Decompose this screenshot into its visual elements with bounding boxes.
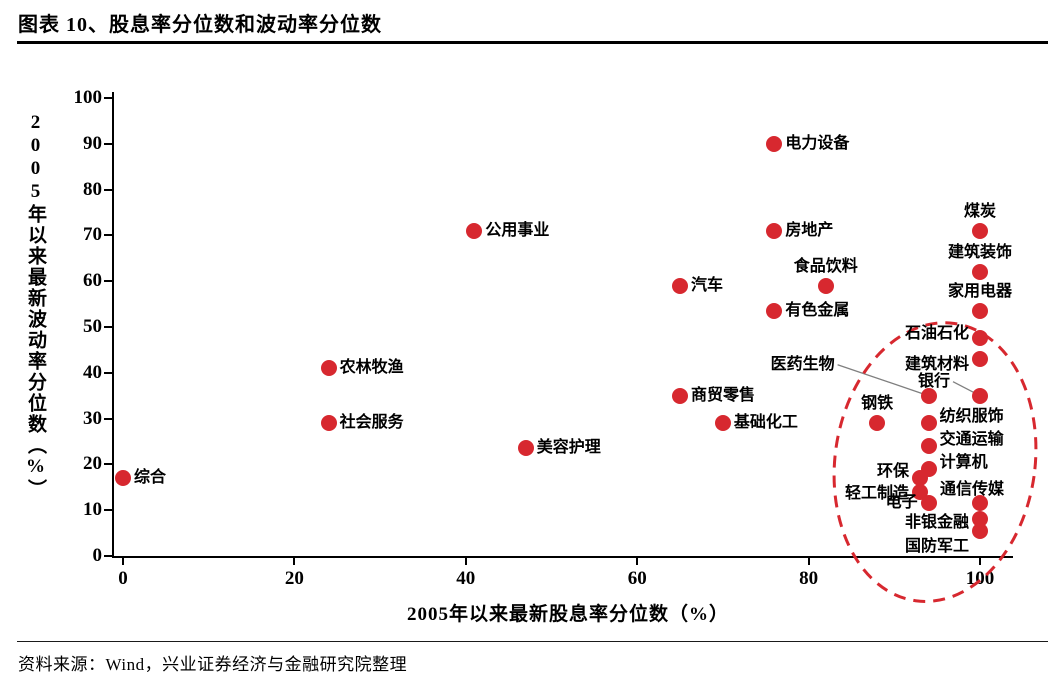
y-tick-mark [104,371,112,374]
data-point-label: 石油石化 [904,325,969,343]
data-point-label: 非银金融 [904,514,969,532]
source-note: 资料来源：Wind，兴业证券经济与金融研究院整理 [18,655,408,674]
data-point-dot [920,415,937,432]
data-point-dot [972,264,988,281]
x-tick-mark [807,558,810,565]
y-tick-label: 80 [83,178,102,200]
data-point-dot [766,135,783,152]
y-tick-label: 50 [83,316,102,337]
data-point-label: 有色金属 [785,301,850,319]
data-point-label: 通信传媒 [939,481,1005,499]
y-tick-label: 30 [83,407,102,429]
data-point-label: 汽车 [691,276,724,294]
chart-title: 图表 10、股息率分位数和波动率分位数 [18,14,382,36]
y-tick-label: 0 [92,545,103,566]
data-point-dot [817,277,834,294]
data-point-label: 美容护理 [536,439,601,457]
data-point-label: 公用事业 [485,221,550,239]
data-point-label: 钢铁 [861,395,894,413]
data-point-label: 社会服务 [339,414,404,432]
data-point-label: 建筑材料 [904,356,969,374]
y-tick-mark [104,326,112,328]
data-point-dot [920,438,937,455]
data-point-dot [972,522,988,539]
y-tick-mark [104,280,112,283]
data-point-label: 医药生物 [770,355,835,373]
y-tick-mark [104,417,112,420]
data-point-dot [869,415,886,432]
data-point-label: 环保 [877,463,910,481]
data-point-dot [672,277,689,294]
data-point-label: 计算机 [939,453,988,471]
data-point-dot [320,415,337,432]
y-tick-mark [104,142,112,145]
y-axis-line [112,92,114,558]
y-tick-label: 60 [83,270,102,292]
y-tick-label: 20 [83,453,102,475]
x-axis-line [112,556,1013,558]
data-point-label: 电子 [885,494,918,512]
data-point-dot [714,415,731,432]
data-point-dot [766,222,783,239]
x-tick-mark [979,558,981,565]
y-tick-mark [104,97,112,99]
title-rule [17,41,1048,44]
x-tick-label: 0 [118,568,128,589]
x-tick-label: 20 [284,568,304,589]
x-tick-mark [122,558,124,565]
y-tick-mark [104,555,112,557]
y-tick-label: 10 [83,499,102,521]
data-point-dot [466,222,483,239]
x-axis-title: 2005年以来最新股息率分位数（%） [406,604,729,625]
x-tick-mark [293,558,296,565]
data-point-label: 电力设备 [785,134,850,152]
data-point-dot [115,470,131,487]
x-tick-label: 60 [627,568,647,589]
x-tick-label: 40 [456,568,476,589]
y-tick-mark [104,188,112,191]
data-point-label: 建筑装饰 [947,244,1013,262]
data-point-label: 国防军工 [904,537,969,555]
data-point-label: 家用电器 [947,282,1013,300]
y-tick-label: 100 [73,87,103,108]
data-point-label: 基础化工 [733,414,798,432]
data-point-label: 纺织服饰 [939,408,1004,426]
data-point-dot [972,222,988,239]
y-tick-mark [104,463,112,466]
data-point-label: 食品饮料 [793,257,858,275]
x-tick-mark [464,558,467,565]
y-tick-label: 90 [83,132,102,154]
data-point-dot [972,302,988,319]
footer-rule [17,641,1048,642]
data-point-label: 综合 [134,469,167,487]
data-point-label: 煤炭 [963,202,997,220]
data-point-label: 交通运输 [939,431,1004,449]
data-point-dot [972,330,988,347]
y-axis-title: 2005年以来最新波动率分位数（%） [25,112,46,500]
data-point-dot [320,360,337,377]
y-tick-label: 70 [83,224,102,246]
x-tick-label: 80 [799,568,819,589]
x-tick-mark [636,558,639,565]
data-point-label: 农林牧渔 [339,359,404,377]
data-point-dot [766,302,783,319]
y-tick-mark [104,234,112,237]
data-point-dot [517,440,534,457]
x-tick-label: 100 [965,568,995,589]
data-point-label: 商贸零售 [691,386,756,404]
data-point-dot [672,387,689,404]
data-point-label: 银行 [917,372,950,390]
data-point-label: 房地产 [785,221,834,239]
data-point-dot [920,495,937,512]
data-point-dot [972,387,988,404]
y-tick-label: 40 [83,361,102,383]
y-tick-mark [104,509,112,512]
data-point-dot [972,351,988,368]
